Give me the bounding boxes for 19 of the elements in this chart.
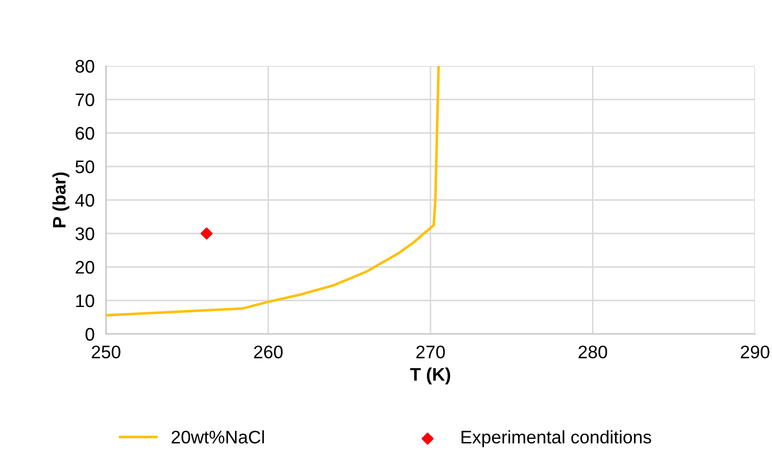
line-series: [106, 66, 440, 316]
legend-label: Experimental conditions: [462, 430, 652, 448]
x-tick-label: 270: [416, 346, 445, 358]
y-tick-label: 80: [76, 60, 94, 73]
y-tick-label: 30: [75, 227, 94, 240]
legend-label: 20wt%NaCl: [172, 430, 264, 444]
y-tick-label: 60: [76, 126, 94, 140]
y-tick-label: 10: [76, 294, 94, 308]
x-tick-label: 290: [740, 346, 770, 358]
y-tick-label: 50: [76, 160, 94, 174]
x-tick-label: 250: [92, 346, 120, 358]
y-tick-label: 70: [76, 93, 94, 106]
x-tick-label: 280: [578, 346, 608, 358]
x-axis-title: T (K): [410, 368, 450, 384]
y-tick-label: 20: [76, 260, 94, 274]
y-tick-label: 40: [75, 194, 94, 207]
x-tick-label: 260: [254, 346, 283, 358]
y-axis-title: P (bar): [52, 172, 70, 228]
y-tick-label: 0: [86, 328, 94, 341]
